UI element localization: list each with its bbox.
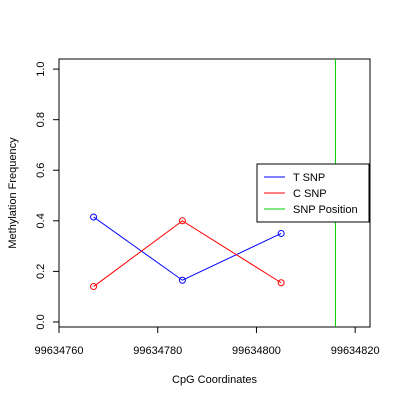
y-tick-label: 0.6	[35, 163, 47, 178]
y-tick-label: 0.0	[35, 314, 47, 329]
t-snp-point	[178, 276, 186, 284]
c-snp-point	[90, 283, 98, 291]
t-snp-point	[90, 213, 98, 221]
x-tick-label: 99634820	[331, 345, 380, 357]
y-tick-label: 0.2	[35, 264, 47, 279]
legend-label: SNP Position	[293, 204, 358, 216]
y-tick-label: 0.4	[35, 213, 47, 228]
c-snp-point	[277, 279, 285, 287]
y-axis-title: Methylation Frequency	[7, 137, 19, 249]
x-tick-label: 99634780	[133, 345, 182, 357]
x-tick-label: 99634800	[232, 345, 281, 357]
x-tick-label: 99634760	[35, 345, 84, 357]
legend-label: T SNP	[293, 172, 325, 184]
y-tick-label: 1.0	[35, 61, 47, 76]
c-snp-series-line	[93, 220, 282, 287]
legend-label: C SNP	[293, 188, 327, 200]
t-snp-series-line	[93, 216, 282, 281]
y-tick-label: 0.8	[35, 112, 47, 127]
c-snp-point	[178, 217, 186, 225]
chart-marks: 99634760 99634780 99634800 99634820 0.0 0.2 0.…	[35, 59, 380, 357]
t-snp-point	[277, 229, 285, 237]
x-axis-title: CpG Coordinates	[172, 374, 257, 386]
